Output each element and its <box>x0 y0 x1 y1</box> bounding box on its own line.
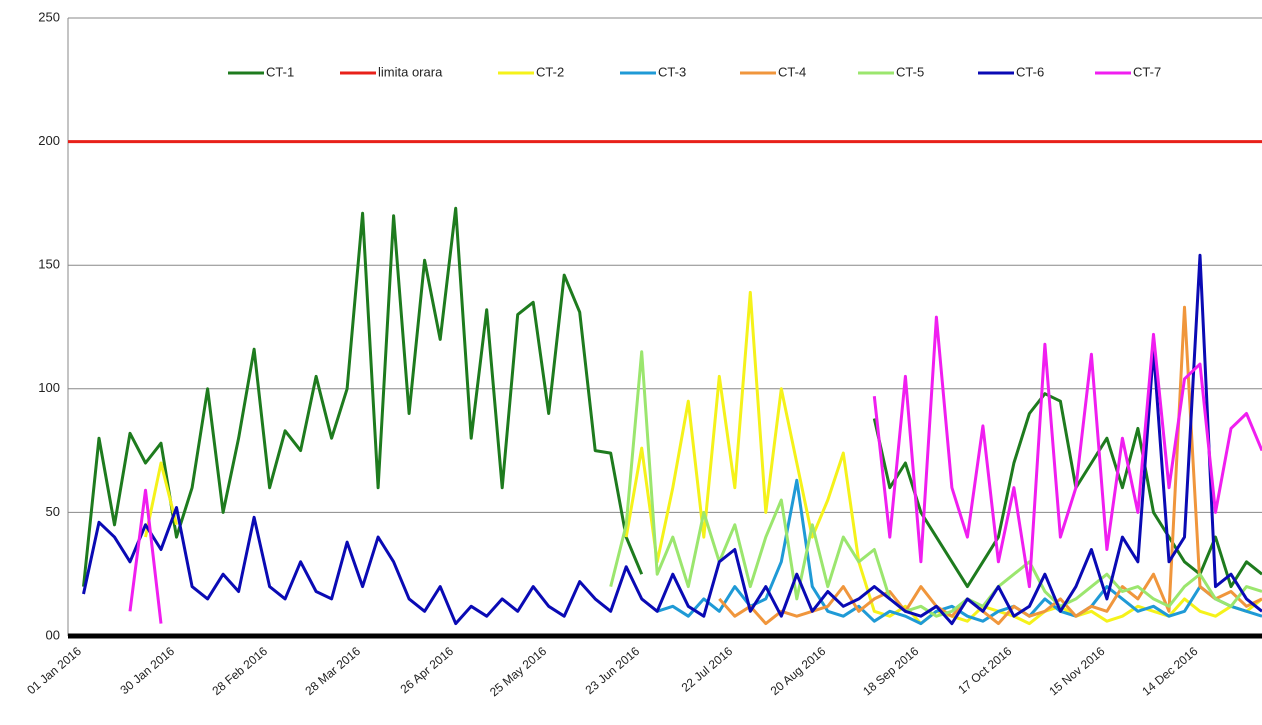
series-line <box>128 315 1262 624</box>
legend-label: limita orara <box>378 64 443 79</box>
x-tick-label: 01 Jan 2016 <box>24 644 84 697</box>
x-tick-label: 20 Aug 2016 <box>768 644 829 698</box>
legend-label: CT-3 <box>658 64 686 79</box>
y-tick-label: 150 <box>38 257 60 272</box>
legend-label: CT-1 <box>266 64 294 79</box>
x-tick-label: 25 May 2016 <box>487 644 549 700</box>
x-tick-label: 28 Feb 2016 <box>209 644 270 698</box>
x-tick-label: 30 Jan 2016 <box>117 644 177 697</box>
x-tick-label: 23 Jun 2016 <box>583 644 643 697</box>
legend-label: CT-5 <box>896 64 924 79</box>
x-tick-label: 26 Apr 2016 <box>398 644 457 697</box>
series-line <box>82 206 1262 589</box>
y-tick-label: 200 <box>38 133 60 148</box>
legend-label: CT-7 <box>1133 64 1161 79</box>
legend-label: CT-2 <box>536 64 564 79</box>
y-tick-label: 250 <box>38 9 60 24</box>
series-line <box>718 305 1262 626</box>
y-tick-label: 100 <box>38 380 60 395</box>
y-tick-label: 50 <box>46 504 60 519</box>
x-tick-label: 15 Nov 2016 <box>1046 644 1107 699</box>
x-tick-label: 22 Jul 2016 <box>679 644 736 695</box>
x-tick-label: 14 Dec 2016 <box>1139 644 1200 699</box>
legend-label: CT-4 <box>778 64 806 79</box>
x-tick-label: 17 Oct 2016 <box>955 644 1014 697</box>
x-tick-label: 28 Mar 2016 <box>302 644 363 698</box>
y-tick-label: 00 <box>46 627 60 642</box>
x-tick-label: 18 Sep 2016 <box>860 644 921 699</box>
series-line <box>82 253 1262 626</box>
legend-label: CT-6 <box>1016 64 1044 79</box>
